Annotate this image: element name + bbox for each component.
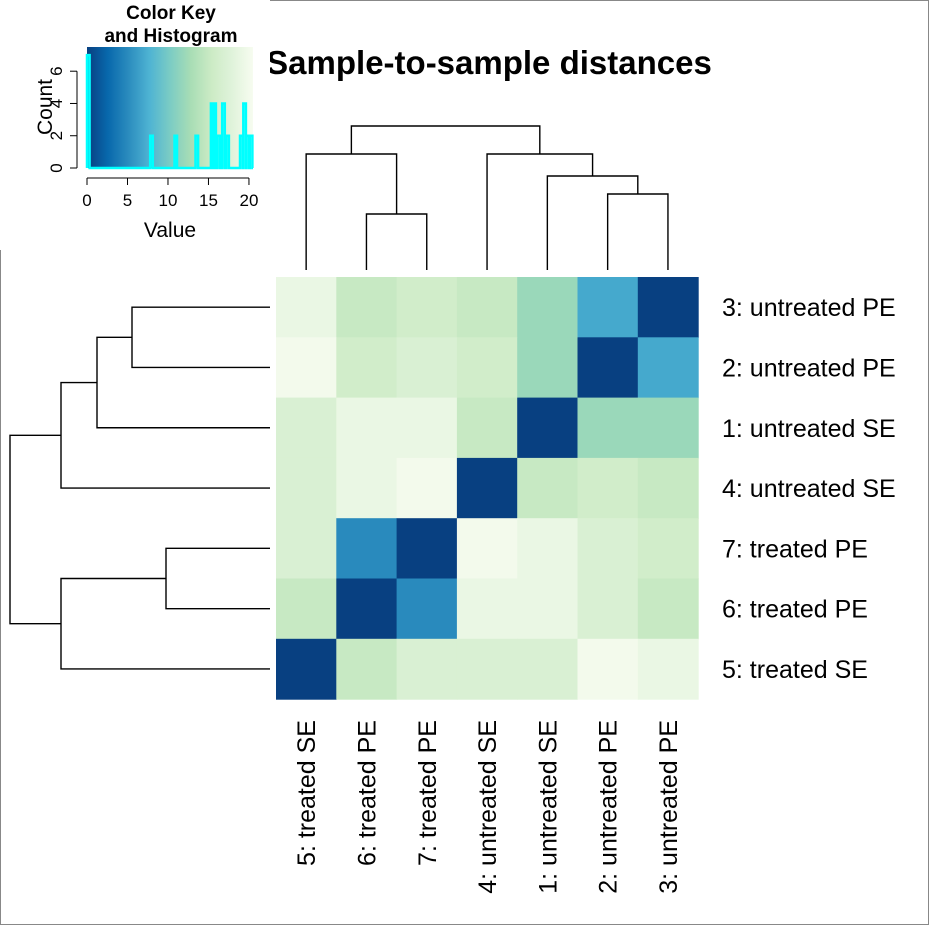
color-key-x-tick-label: 5 (123, 191, 132, 210)
heatmap-cell (577, 638, 639, 700)
heatmap-cell (276, 638, 337, 700)
color-key-title-line1: Color Key (126, 3, 216, 24)
heatmap-cell (637, 518, 699, 580)
column-labels: 5: treated SE 6: treated PE 7: treated PE 4… (293, 720, 683, 894)
column-label: 1: untreated SE (534, 720, 562, 894)
heatmap-cell (577, 337, 639, 399)
heatmap-cell (517, 518, 579, 580)
row-label: 7: treated PE (722, 535, 868, 563)
row-label: 6: treated PE (722, 596, 868, 624)
dendrogram-branch (546, 175, 639, 270)
heatmap-cell (336, 277, 398, 338)
row-label: 4: untreated SE (722, 475, 896, 503)
column-label: 5: treated SE (293, 720, 321, 866)
heatmap-cell (396, 578, 458, 640)
dendrogram-branch (96, 336, 270, 429)
column-label: 2: untreated PE (595, 720, 623, 894)
dendrogram-branch (131, 306, 270, 369)
color-key-title-line2: and Histogram (104, 26, 237, 47)
heatmap-cell (276, 457, 337, 519)
heatmap-cell (336, 337, 398, 399)
heatmap-cell (276, 337, 337, 399)
heatmap-cell (456, 578, 518, 640)
heatmap-cell (577, 397, 639, 459)
color-key-x-tick-label: 0 (82, 191, 91, 210)
row-label: 3: untreated PE (722, 294, 896, 322)
column-label: 6: treated PE (353, 720, 381, 866)
heatmap-cell (336, 518, 398, 580)
heatmap-cell (637, 277, 699, 338)
dendrogram-branch (606, 193, 669, 270)
heatmap-cell (637, 457, 699, 519)
column-label: 4: untreated SE (474, 720, 502, 894)
row-label: 2: untreated PE (722, 354, 896, 382)
dendrogram-branch (305, 153, 398, 270)
color-key-histogram (85, 53, 254, 170)
heatmap-cell (396, 337, 458, 399)
column-label: 3: untreated PE (655, 720, 683, 894)
row-label: 5: treated SE (722, 656, 868, 684)
heatmap-cell (336, 397, 398, 459)
heatmap-cell (637, 578, 699, 640)
row-labels: 3: untreated PE 2: untreated PE 1: untreat… (722, 294, 896, 684)
heatmap-cell (637, 337, 699, 399)
color-key-y-tick-label: 0 (47, 163, 66, 172)
heatmap-cell (456, 397, 518, 459)
heatmap-cell (396, 518, 458, 580)
color-key-y-axis: 0 2 4 6 (47, 66, 78, 173)
dendrogram-branch (365, 213, 428, 270)
heatmap-cell (577, 578, 639, 640)
color-key-x-tick-label: 15 (199, 191, 218, 210)
heatmap-cells (276, 277, 699, 700)
heatmap-cell (276, 518, 337, 580)
heatmap-cell (456, 518, 518, 580)
heatmap-cell (336, 638, 398, 700)
heatmap-cell (396, 277, 458, 338)
heatmap-cell (396, 638, 458, 700)
heatmap-cell (456, 337, 518, 399)
heatmap-cell (577, 277, 639, 338)
heatmap-cell (517, 457, 579, 519)
heatmap-cell (456, 277, 518, 338)
color-key: Color Key and Histogram 0 5 10 15 20 0 2 4 6 Va… (0, 0, 270, 250)
dendrogram-branch (486, 153, 594, 270)
heatmap-cell (276, 397, 337, 459)
color-key-y-tick-label: 6 (47, 66, 66, 75)
dendrogram-branch (165, 547, 270, 610)
heatmap-cell (276, 578, 337, 640)
column-label: 7: treated PE (414, 720, 442, 866)
color-key-y-label: Count (34, 79, 57, 135)
heatmap-cell (517, 277, 579, 338)
dendrogram-branch (60, 381, 270, 489)
heatmap-cell (456, 457, 518, 519)
heatmap-cell (396, 397, 458, 459)
heatmap-cell (456, 638, 518, 700)
heatmap-cell (517, 337, 579, 399)
dendrogram-branch (350, 125, 541, 154)
row-dendrogram (9, 306, 270, 670)
heatmap-cell (336, 457, 398, 519)
color-key-x-label: Value (144, 219, 196, 242)
heatmap-cell (517, 638, 579, 700)
color-key-x-tick-label: 10 (159, 191, 178, 210)
dendrogram-branch (9, 434, 61, 625)
column-dendrogram (305, 125, 669, 270)
row-label: 1: untreated SE (722, 415, 896, 443)
heatmap-cell (577, 518, 639, 580)
chart-title: Sample-to-sample distances (266, 44, 712, 81)
color-key-y-tick-label: 2 (47, 131, 66, 140)
color-key-x-tick-label: 20 (239, 191, 258, 210)
heatmap-cell (276, 277, 337, 338)
color-key-x-axis: 0 5 10 15 20 (82, 177, 258, 210)
heatmap-cell (396, 457, 458, 519)
heatmap-cell (637, 638, 699, 700)
heatmap-cell (577, 457, 639, 519)
color-key-y-tick-label: 4 (47, 99, 66, 108)
heatmap-cell (517, 397, 579, 459)
heatmap-cell (336, 578, 398, 640)
heatmap-cell (517, 578, 579, 640)
heatmap-cell (637, 397, 699, 459)
